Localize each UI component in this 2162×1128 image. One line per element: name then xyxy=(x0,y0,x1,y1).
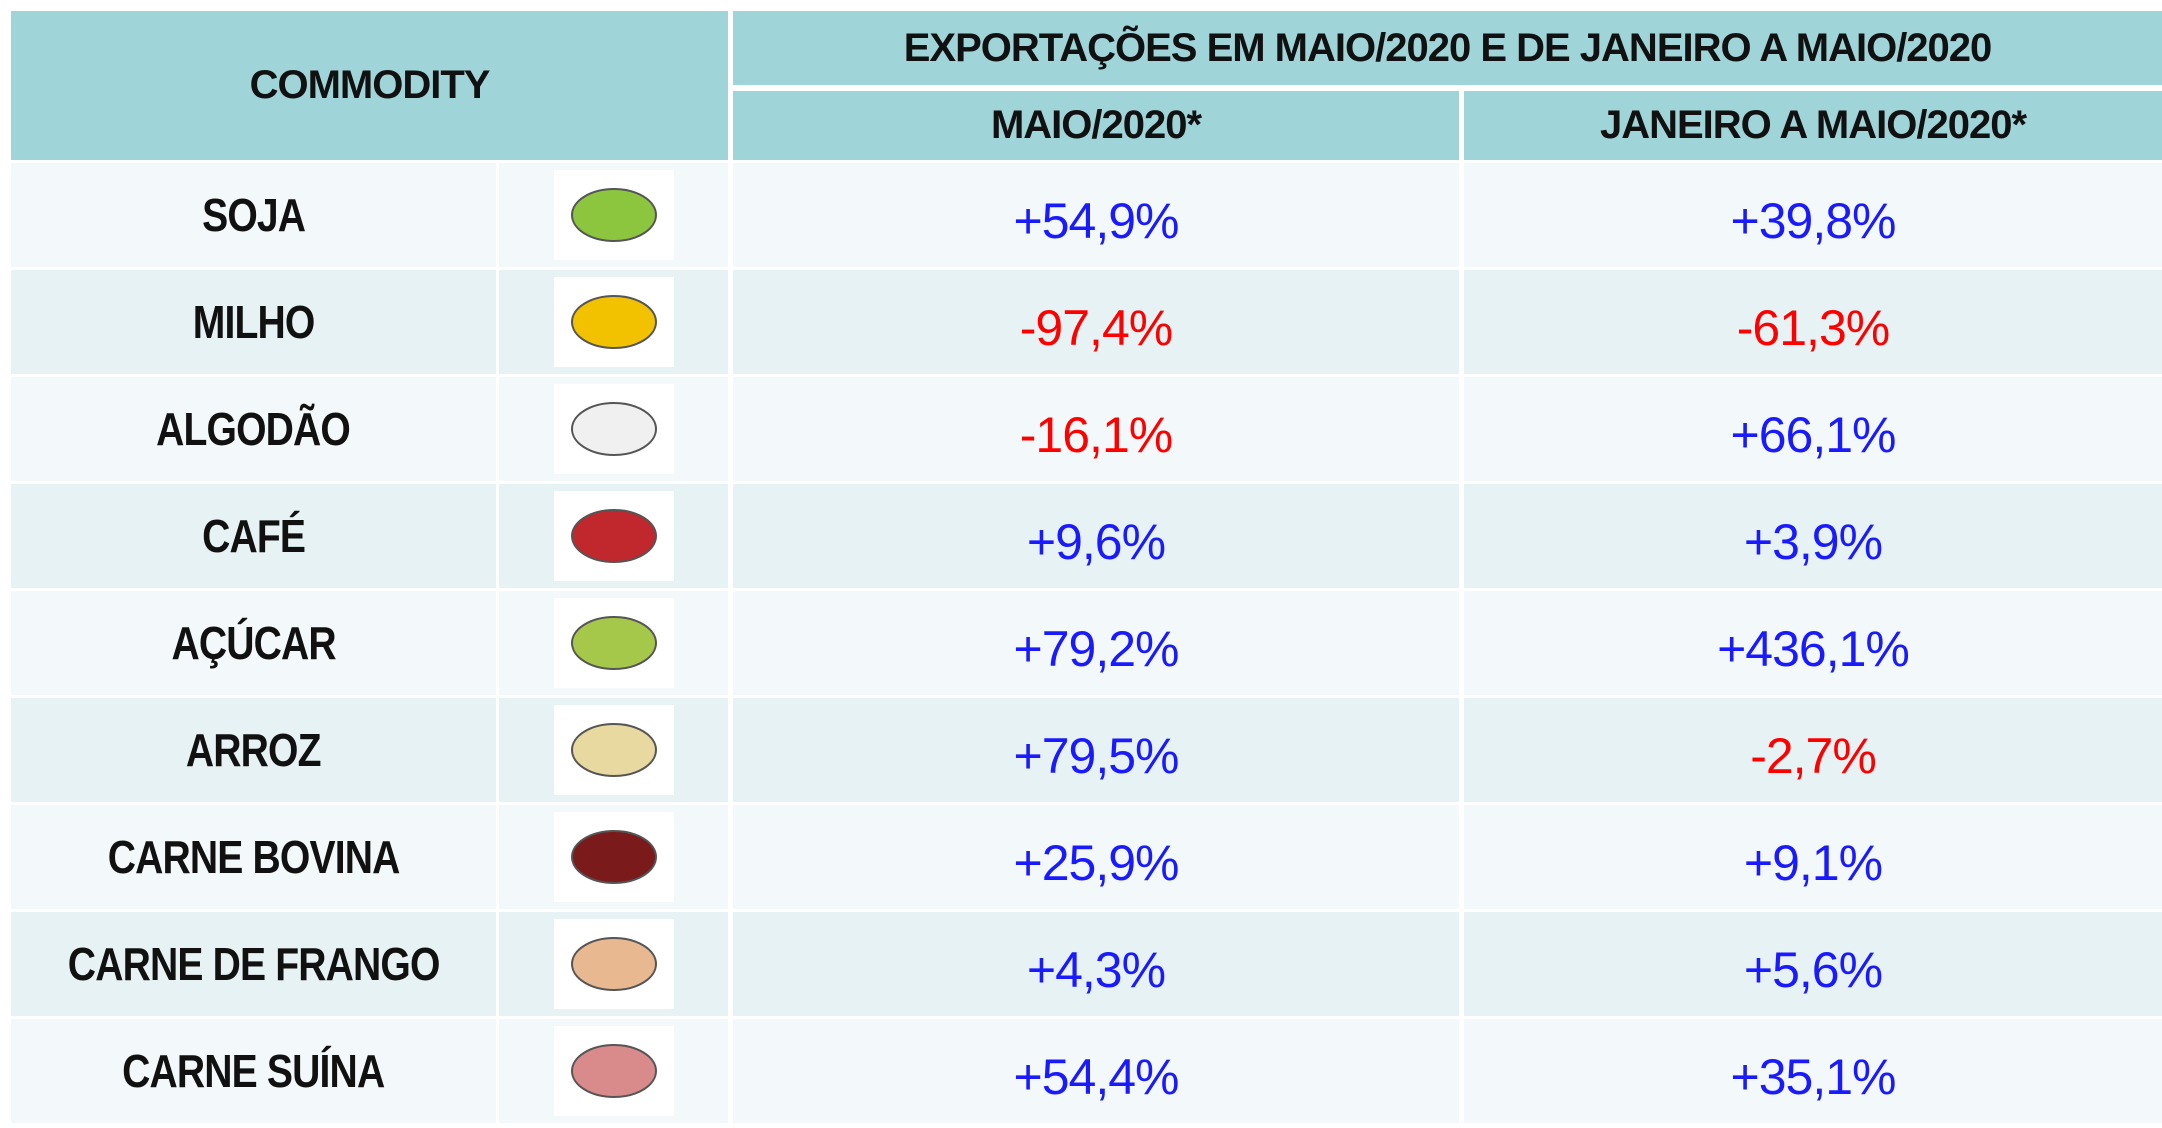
row-name-cell: CARNE BOVINA xyxy=(11,805,496,909)
commodity-name: MILHO xyxy=(192,296,316,348)
column-header: MAIO/2020* xyxy=(733,91,1459,160)
commodity-icon xyxy=(553,170,674,260)
commodity-name: ALGODÃO xyxy=(156,403,352,455)
value-cell: +35,1% xyxy=(1464,1019,2162,1123)
commodity-name: CARNE DE FRANGO xyxy=(67,938,441,990)
icon-cell xyxy=(499,163,728,267)
commodity-header: COMMODITY xyxy=(11,11,728,160)
commodity-icon xyxy=(553,277,674,367)
commodity-icon xyxy=(553,1026,674,1116)
icon-cell xyxy=(499,805,728,909)
value-cell: +54,4% xyxy=(733,1019,1459,1123)
row-name-cell: CAFÉ xyxy=(11,484,496,588)
column-header: JANEIRO A MAIO/2020* xyxy=(1464,91,2162,160)
value-cell: +66,1% xyxy=(1464,377,2162,481)
commodity-name: AÇÚCAR xyxy=(171,617,336,669)
value-cell: +9,1% xyxy=(1464,805,2162,909)
row-name-cell: CARNE DE FRANGO xyxy=(11,912,496,1016)
commodity-name: CARNE BOVINA xyxy=(107,831,401,883)
value-cell: -97,4% xyxy=(733,270,1459,374)
commodity-icon xyxy=(553,812,674,902)
commodity-icon xyxy=(553,705,674,795)
icon-cell xyxy=(499,912,728,1016)
commodity-icon xyxy=(553,491,674,581)
value-cell: +5,6% xyxy=(1464,912,2162,1016)
icon-cell xyxy=(499,377,728,481)
row-name-cell: ARROZ xyxy=(11,698,496,802)
row-name-cell: SOJA xyxy=(11,163,496,267)
commodity-icon xyxy=(553,919,674,1009)
value-cell: -61,3% xyxy=(1464,270,2162,374)
value-cell: -16,1% xyxy=(733,377,1459,481)
commodity-icon xyxy=(553,598,674,688)
commodity-name: ARROZ xyxy=(186,724,322,776)
value-cell: +79,2% xyxy=(733,591,1459,695)
icon-cell xyxy=(499,270,728,374)
commodity-name: CAFÉ xyxy=(201,510,306,562)
value-cell: +3,9% xyxy=(1464,484,2162,588)
row-name-cell: CARNE SUÍNA xyxy=(11,1019,496,1123)
icon-cell xyxy=(499,591,728,695)
value-cell: +79,5% xyxy=(733,698,1459,802)
row-name-cell: ALGODÃO xyxy=(11,377,496,481)
commodity-name: SOJA xyxy=(201,189,306,241)
icon-cell xyxy=(499,698,728,802)
row-name-cell: MILHO xyxy=(11,270,496,374)
value-cell: -2,7% xyxy=(1464,698,2162,802)
group-header: EXPORTAÇÕES EM MAIO/2020 E DE JANEIRO A … xyxy=(733,11,2162,85)
row-name-cell: AÇÚCAR xyxy=(11,591,496,695)
value-cell: +9,6% xyxy=(733,484,1459,588)
icon-cell xyxy=(499,1019,728,1123)
value-cell: +25,9% xyxy=(733,805,1459,909)
value-cell: +39,8% xyxy=(1464,163,2162,267)
commodity-name: CARNE SUÍNA xyxy=(122,1045,385,1097)
icon-cell xyxy=(499,484,728,588)
value-cell: +54,9% xyxy=(733,163,1459,267)
value-cell: +436,1% xyxy=(1464,591,2162,695)
value-cell: +4,3% xyxy=(733,912,1459,1016)
commodity-icon xyxy=(553,384,674,474)
